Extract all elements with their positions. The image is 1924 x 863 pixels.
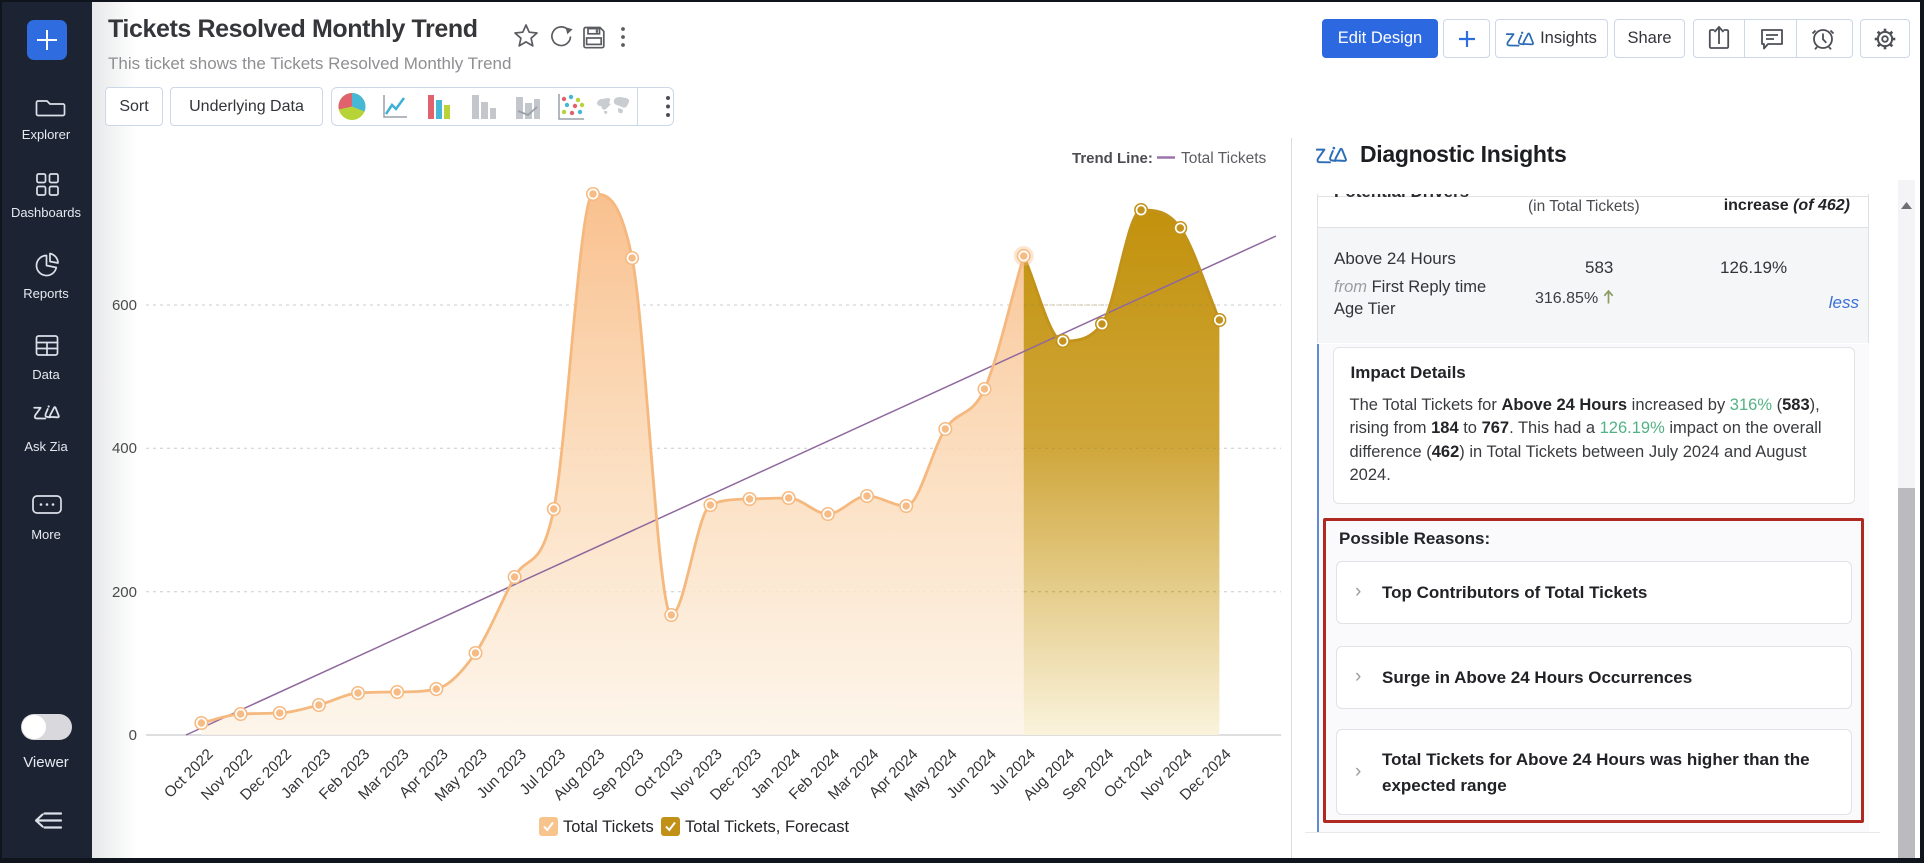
svg-text:Trend Line:: Trend Line: [1072,150,1153,167]
svg-text:0: 0 [129,727,137,744]
svg-text:400: 400 [112,440,137,457]
svg-text:600: 600 [112,297,137,314]
svg-text:200: 200 [112,584,137,601]
svg-text:Total Tickets: Total Tickets [1181,150,1267,167]
